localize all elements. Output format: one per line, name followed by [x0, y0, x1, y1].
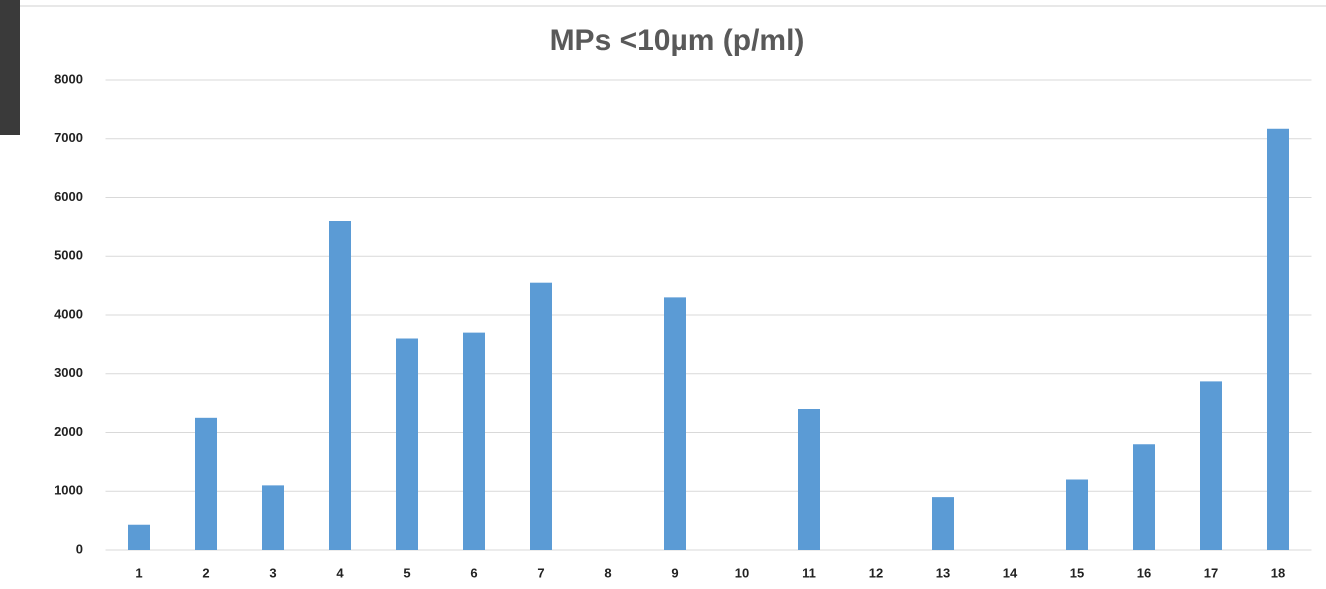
- bar: [530, 282, 552, 550]
- x-tick-label: 9: [671, 565, 678, 580]
- x-tick-label: 3: [269, 565, 276, 580]
- y-tick-label: 5000: [54, 248, 83, 263]
- bar: [1267, 128, 1289, 550]
- y-tick-label: 8000: [54, 71, 83, 86]
- bar: [1066, 479, 1088, 550]
- bar: [932, 497, 954, 550]
- y-tick-label: 4000: [54, 306, 83, 321]
- x-tick-label: 12: [869, 565, 883, 580]
- bar: [463, 332, 485, 550]
- bar: [1200, 381, 1222, 550]
- x-tick-label: 8: [604, 565, 611, 580]
- x-tick-label: 10: [735, 565, 749, 580]
- x-tick-label: 13: [936, 565, 950, 580]
- x-tick-label: 17: [1204, 565, 1218, 580]
- x-tick-label: 1: [135, 565, 142, 580]
- bar: [1133, 444, 1155, 550]
- bar: [798, 409, 820, 550]
- bar: [262, 485, 284, 550]
- x-tick-label: 15: [1070, 565, 1084, 580]
- x-tick-label: 6: [470, 565, 477, 580]
- x-tick-label: 18: [1271, 565, 1285, 580]
- corner-photo-fragment: [0, 0, 20, 135]
- bar: [128, 524, 150, 550]
- y-tick-label: 2000: [54, 424, 83, 439]
- y-tick-label: 7000: [54, 130, 83, 145]
- x-tick-label: 5: [403, 565, 410, 580]
- bar: [664, 297, 686, 550]
- y-tick-label: 3000: [54, 365, 83, 380]
- x-tick-label: 16: [1137, 565, 1151, 580]
- y-tick-label: 0: [76, 541, 83, 556]
- x-tick-label: 7: [537, 565, 544, 580]
- bar: [396, 338, 418, 550]
- x-tick-label: 11: [802, 565, 816, 580]
- bar: [329, 221, 351, 550]
- x-tick-label: 4: [336, 565, 344, 580]
- x-tick-label: 2: [202, 565, 209, 580]
- y-tick-label: 6000: [54, 189, 83, 204]
- bar: [195, 417, 217, 550]
- x-tick-label: 14: [1003, 565, 1018, 580]
- chart-title: MPs <10µm (p/ml): [550, 24, 805, 57]
- y-tick-label: 1000: [54, 483, 83, 498]
